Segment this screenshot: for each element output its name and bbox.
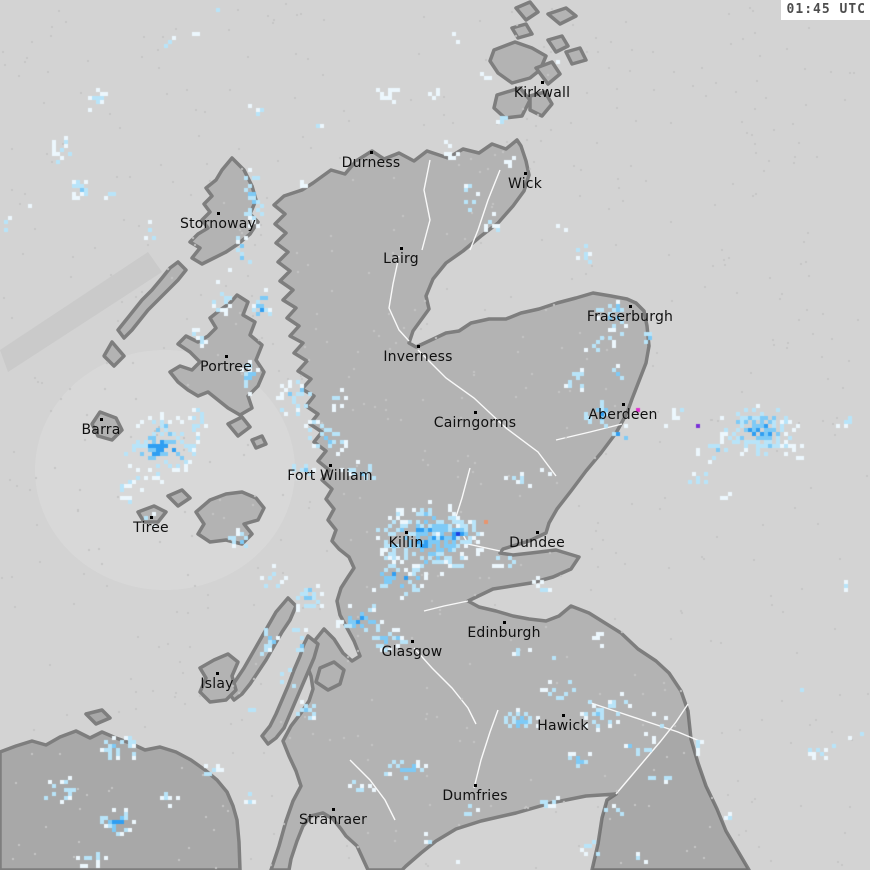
place-dot: [150, 516, 153, 519]
place-label: Portree: [200, 359, 252, 375]
place-dot: [329, 464, 332, 467]
place-dot: [417, 345, 420, 348]
place-label: Killin: [388, 535, 424, 551]
place-label: Stranraer: [298, 812, 368, 828]
place-dot: [332, 808, 335, 811]
place-label: Dumfries: [442, 788, 508, 804]
place-label: Fraserburgh: [586, 309, 674, 325]
place-label: Dundee: [509, 535, 565, 551]
place-dot: [503, 621, 506, 624]
place-dot: [370, 151, 373, 154]
place-dot: [411, 640, 414, 643]
place-label: Cairngorms: [433, 415, 517, 431]
place-label: Edinburgh: [467, 625, 541, 641]
timestamp: 01:45 UTC: [780, 0, 870, 20]
place-dot: [225, 355, 228, 358]
place-dot: [216, 672, 219, 675]
place-label: Hawick: [537, 718, 589, 734]
place-dot: [622, 403, 625, 406]
place-dot: [405, 531, 408, 534]
place-dot: [474, 411, 477, 414]
place-label: Barra: [81, 422, 121, 438]
place-label: Islay: [200, 676, 234, 692]
place-dot: [541, 81, 544, 84]
place-label: Lairg: [383, 251, 419, 267]
place-label: Tiree: [133, 520, 169, 536]
place-dot: [536, 531, 539, 534]
place-dot: [629, 305, 632, 308]
place-dot: [524, 172, 527, 175]
place-label: Stornoway: [179, 216, 257, 232]
place-label: Kirkwall: [513, 85, 571, 101]
place-label: Wick: [507, 176, 543, 192]
place-label: Durness: [341, 155, 401, 171]
place-label: Aberdeen: [588, 407, 658, 423]
place-label: Inverness: [383, 349, 453, 365]
place-label: Fort William: [287, 468, 373, 484]
place-dot: [100, 418, 103, 421]
place-dot: [562, 714, 565, 717]
place-dot: [400, 247, 403, 250]
place-dot: [217, 212, 220, 215]
place-label: Glasgow: [381, 644, 443, 660]
place-dot: [474, 784, 477, 787]
